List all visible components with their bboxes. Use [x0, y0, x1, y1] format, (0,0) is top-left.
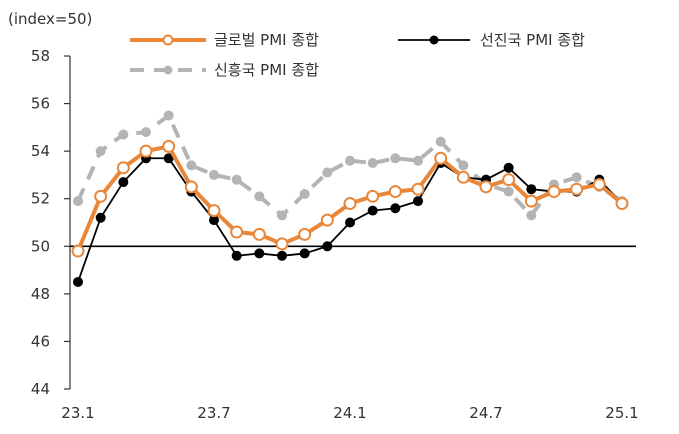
- data-point: [209, 169, 219, 180]
- legend-item: 신흥국 PMI 종합: [130, 61, 319, 79]
- data-point: [73, 276, 83, 287]
- data-point: [503, 186, 514, 197]
- y-tick-label: 56: [31, 95, 50, 113]
- data-point: [571, 172, 582, 183]
- data-point: [413, 155, 423, 166]
- data-point: [116, 161, 130, 175]
- data-point: [366, 189, 380, 203]
- y-tick-label: 58: [31, 47, 50, 65]
- data-point: [524, 194, 538, 208]
- axes: 44 46 48 50 52 54 56 58 23.1 23.7 24.1 24.7 25.1: [31, 47, 639, 422]
- data-point: [615, 196, 629, 210]
- legend-marker: [429, 35, 439, 45]
- data-point: [570, 182, 584, 196]
- y-tick-label: 52: [31, 190, 50, 208]
- data-point: [163, 153, 174, 164]
- data-point: [184, 180, 198, 194]
- data-point: [277, 250, 287, 261]
- x-tick-label: 24.7: [469, 404, 502, 422]
- legend-label: 신흥국 PMI 종합: [214, 61, 319, 79]
- data-point: [390, 153, 401, 164]
- data-point: [71, 244, 85, 258]
- data-point: [345, 155, 355, 166]
- data-point: [95, 146, 106, 157]
- data-point: [231, 174, 242, 185]
- data-point: [230, 225, 244, 239]
- data-point: [479, 180, 493, 194]
- data-point: [186, 160, 197, 171]
- data-point: [207, 204, 221, 218]
- legend-marker: [162, 34, 174, 46]
- x-tick-label: 25.1: [605, 404, 638, 422]
- series-layer: [71, 110, 629, 287]
- data-point: [95, 212, 106, 223]
- data-point: [162, 139, 176, 153]
- data-point: [139, 144, 153, 158]
- data-point: [94, 189, 108, 203]
- data-point: [367, 205, 378, 216]
- data-point: [299, 248, 310, 259]
- legend-label: 선진국 PMI 종합: [480, 31, 585, 49]
- data-point: [163, 110, 174, 121]
- legend-item: 선진국 PMI 종합: [398, 31, 585, 49]
- data-point: [252, 227, 266, 241]
- unit-label: (index=50): [8, 10, 92, 28]
- y-tick-label: 48: [31, 285, 50, 303]
- y-tick-label: 44: [31, 380, 50, 398]
- data-point: [322, 241, 333, 252]
- data-point: [320, 213, 334, 227]
- data-point: [254, 191, 265, 202]
- data-point: [118, 177, 129, 188]
- data-point: [209, 215, 219, 226]
- data-point: [413, 196, 423, 207]
- data-point: [456, 170, 470, 184]
- data-point: [345, 217, 355, 228]
- data-point: [298, 227, 312, 241]
- x-tick-label: 23.1: [61, 404, 94, 422]
- y-tick-label: 46: [31, 332, 50, 350]
- data-point: [254, 248, 265, 259]
- data-point: [322, 167, 333, 178]
- legend-marker: [163, 65, 173, 75]
- data-point: [411, 182, 425, 196]
- series-global: [71, 139, 629, 258]
- data-point: [502, 173, 516, 187]
- data-point: [118, 129, 129, 140]
- data-point: [526, 184, 537, 195]
- data-point: [435, 136, 446, 147]
- data-point: [390, 203, 401, 214]
- legend-label: 글로벌 PMI 종합: [214, 31, 319, 49]
- data-point: [299, 188, 310, 199]
- data-point: [458, 160, 469, 171]
- x-tick-label: 23.7: [197, 404, 230, 422]
- series-advanced: [73, 153, 627, 287]
- legend-item: 글로벌 PMI 종합: [130, 31, 319, 49]
- data-point: [141, 127, 151, 138]
- data-point: [275, 237, 289, 251]
- y-tick-label: 50: [31, 237, 50, 255]
- y-tick-label: 54: [31, 142, 50, 160]
- data-point: [73, 196, 83, 207]
- data-point: [592, 177, 606, 191]
- data-point: [367, 158, 378, 169]
- data-point: [343, 196, 357, 210]
- data-point: [277, 210, 287, 221]
- data-point: [388, 185, 402, 199]
- data-point: [231, 250, 242, 261]
- data-point: [526, 210, 537, 221]
- data-point: [547, 185, 561, 199]
- x-tick-label: 24.1: [333, 404, 366, 422]
- data-point: [434, 151, 448, 165]
- data-point: [503, 162, 514, 173]
